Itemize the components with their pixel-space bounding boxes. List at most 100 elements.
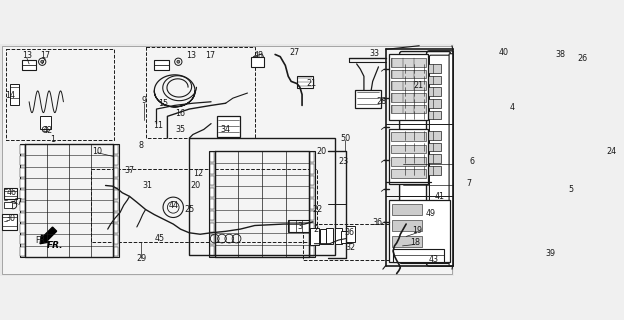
Bar bbox=[297, 76, 313, 88]
Bar bbox=[391, 170, 426, 178]
Text: 37: 37 bbox=[125, 166, 135, 175]
Bar bbox=[10, 84, 19, 105]
Bar bbox=[210, 176, 214, 185]
Text: 3: 3 bbox=[298, 222, 303, 231]
Bar bbox=[391, 105, 426, 113]
Text: 10: 10 bbox=[92, 147, 102, 156]
Bar bbox=[391, 145, 426, 154]
Bar bbox=[335, 228, 342, 244]
Bar bbox=[210, 199, 214, 209]
Bar bbox=[210, 164, 214, 173]
Text: 35: 35 bbox=[175, 125, 185, 134]
Bar bbox=[303, 224, 390, 260]
Text: 47: 47 bbox=[12, 198, 22, 207]
Bar bbox=[310, 228, 319, 245]
Text: 40: 40 bbox=[499, 48, 509, 57]
Bar bbox=[403, 87, 441, 96]
Text: 17: 17 bbox=[40, 52, 50, 60]
Bar bbox=[391, 81, 426, 90]
Bar bbox=[189, 138, 335, 255]
Text: 6: 6 bbox=[469, 157, 474, 166]
Text: 9: 9 bbox=[142, 96, 147, 105]
Text: 11: 11 bbox=[153, 121, 163, 130]
Text: 32: 32 bbox=[346, 243, 356, 252]
Text: 27: 27 bbox=[289, 48, 299, 57]
Bar bbox=[21, 202, 25, 211]
Bar bbox=[355, 90, 381, 108]
Circle shape bbox=[41, 60, 44, 63]
Bar bbox=[209, 151, 215, 257]
Text: 4: 4 bbox=[510, 103, 515, 112]
Bar bbox=[390, 202, 434, 253]
Bar bbox=[403, 154, 441, 163]
Bar bbox=[114, 236, 118, 244]
Bar bbox=[310, 223, 314, 232]
Text: 45: 45 bbox=[155, 234, 165, 243]
Text: 24: 24 bbox=[607, 147, 617, 156]
Bar bbox=[91, 169, 316, 242]
Bar bbox=[19, 144, 26, 257]
Text: 25: 25 bbox=[185, 205, 195, 214]
Bar bbox=[22, 60, 36, 70]
Bar bbox=[21, 213, 25, 222]
Bar bbox=[310, 246, 314, 256]
Text: 19: 19 bbox=[412, 226, 422, 235]
Bar bbox=[210, 223, 214, 232]
Bar bbox=[114, 168, 118, 177]
Bar bbox=[310, 188, 314, 197]
Bar bbox=[403, 166, 441, 174]
Bar bbox=[288, 220, 310, 232]
Bar bbox=[391, 132, 426, 141]
Bar bbox=[2, 214, 17, 230]
Bar bbox=[21, 247, 25, 256]
Text: 13: 13 bbox=[186, 52, 196, 60]
Bar bbox=[113, 144, 119, 257]
Bar bbox=[403, 142, 441, 151]
Text: 28: 28 bbox=[376, 97, 386, 106]
Bar bbox=[403, 76, 441, 84]
Bar bbox=[391, 70, 426, 78]
FancyBboxPatch shape bbox=[429, 55, 451, 262]
Bar bbox=[210, 235, 214, 244]
Bar bbox=[114, 247, 118, 256]
Bar bbox=[114, 213, 118, 222]
Bar bbox=[393, 221, 429, 231]
Bar bbox=[4, 188, 17, 199]
Bar bbox=[310, 176, 314, 185]
Bar bbox=[392, 204, 422, 215]
Text: 34: 34 bbox=[221, 125, 231, 134]
Bar bbox=[389, 129, 428, 184]
Text: 44: 44 bbox=[168, 201, 178, 210]
Bar bbox=[393, 249, 444, 262]
Bar bbox=[40, 116, 51, 129]
Text: 38: 38 bbox=[555, 50, 565, 59]
Text: 33: 33 bbox=[370, 49, 380, 58]
Bar bbox=[389, 200, 450, 262]
Bar bbox=[21, 190, 25, 199]
Bar bbox=[346, 226, 355, 242]
Bar bbox=[210, 211, 214, 220]
Bar bbox=[210, 246, 214, 256]
Text: 41: 41 bbox=[435, 192, 445, 201]
Text: 31: 31 bbox=[143, 181, 153, 190]
Text: 23: 23 bbox=[338, 157, 349, 166]
Text: 30: 30 bbox=[5, 214, 15, 223]
Bar bbox=[310, 152, 314, 162]
Text: 1: 1 bbox=[50, 135, 55, 144]
FancyBboxPatch shape bbox=[399, 52, 451, 263]
Bar bbox=[320, 229, 326, 244]
Bar bbox=[403, 110, 441, 119]
Bar bbox=[6, 49, 114, 140]
Bar bbox=[21, 179, 25, 188]
Bar bbox=[217, 116, 240, 137]
Text: 36: 36 bbox=[373, 218, 383, 227]
Text: 29: 29 bbox=[136, 254, 146, 263]
Bar bbox=[310, 151, 315, 257]
Bar bbox=[391, 58, 426, 67]
Bar bbox=[145, 47, 255, 138]
Bar bbox=[21, 156, 25, 165]
Bar bbox=[21, 236, 25, 244]
Bar bbox=[393, 236, 429, 246]
Text: 21: 21 bbox=[306, 79, 316, 88]
Bar bbox=[391, 157, 426, 166]
